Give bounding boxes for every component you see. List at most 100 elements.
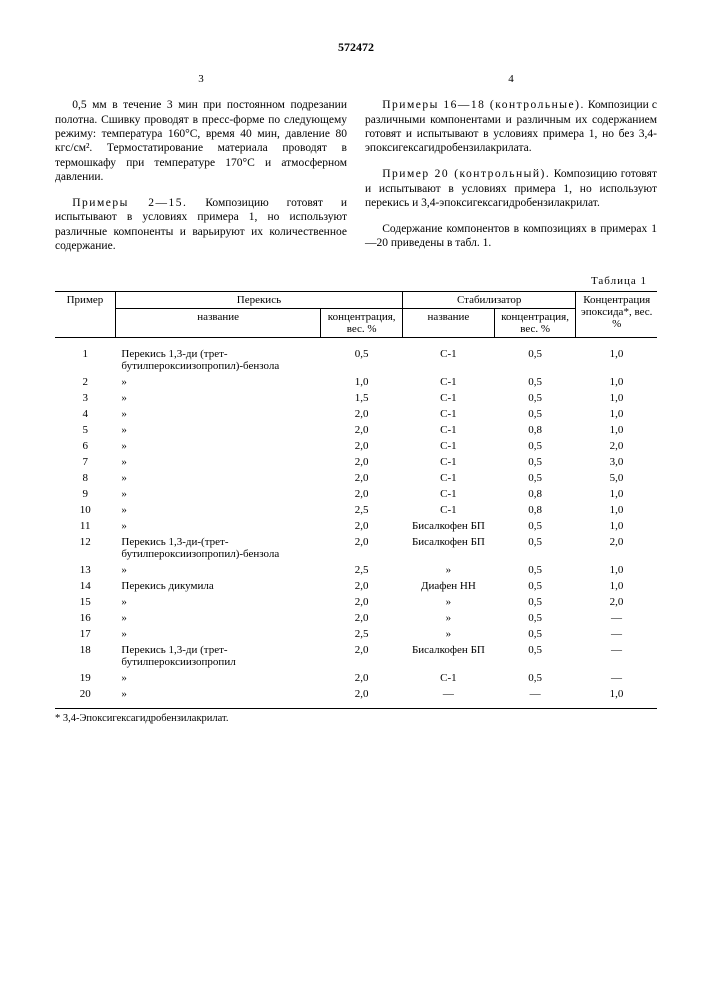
cell-peroxide-conc: 2,0 <box>321 610 403 626</box>
right-column: 4 Примеры 16—18 (контрольные). Композици… <box>365 73 657 265</box>
cell-stabilizer-conc: 0,5 <box>494 626 576 642</box>
cell-peroxide-conc: 2,5 <box>321 502 403 518</box>
table-row: 18Перекись 1,3-ди (трет-бутилпероксиизоп… <box>55 642 657 670</box>
cell-peroxide-name: » <box>115 670 320 686</box>
cell-stabilizer-conc: 0,5 <box>494 470 576 486</box>
cell-epoxide-conc: 3,0 <box>576 454 657 470</box>
cell-epoxide-conc: 1,0 <box>576 390 657 406</box>
cell-example: 8 <box>55 470 115 486</box>
cell-epoxide-conc: 2,0 <box>576 438 657 454</box>
cell-epoxide-conc: — <box>576 610 657 626</box>
header-peroxide: Перекись <box>115 292 402 309</box>
cell-peroxide-conc: 2,0 <box>321 438 403 454</box>
cell-stabilizer-name: » <box>402 610 494 626</box>
cell-stabilizer-conc: 0,5 <box>494 642 576 670</box>
cell-example: 12 <box>55 534 115 562</box>
cell-stabilizer-name: С-1 <box>402 670 494 686</box>
cell-stabilizer-name: » <box>402 626 494 642</box>
cell-stabilizer-name: С-1 <box>402 406 494 422</box>
cell-peroxide-conc: 2,0 <box>321 406 403 422</box>
cell-peroxide-conc: 2,0 <box>321 486 403 502</box>
cell-peroxide-conc: 2,0 <box>321 642 403 670</box>
cell-stabilizer-conc: 0,5 <box>494 562 576 578</box>
cell-epoxide-conc: — <box>576 626 657 642</box>
table-row: 8»2,0С-10,55,0 <box>55 470 657 486</box>
cell-peroxide-name: Перекись 1,3-ди-(трет-бутилпероксиизопро… <box>115 534 320 562</box>
right-paragraph-1: Примеры 16—18 (контрольные). Композиции … <box>365 98 657 156</box>
cell-example: 11 <box>55 518 115 534</box>
cell-example: 16 <box>55 610 115 626</box>
cell-peroxide-name: » <box>115 562 320 578</box>
left-paragraph-2: Примеры 2—15. Композицию готовят и испыт… <box>55 196 347 254</box>
cell-stabilizer-name: — <box>402 686 494 702</box>
cell-example: 5 <box>55 422 115 438</box>
cell-example: 14 <box>55 578 115 594</box>
table-footnote: * 3,4-Эпоксигексагидробензилакрилат. <box>55 708 657 724</box>
right-paragraph-3: Содержание компонентов в композициях в п… <box>365 222 657 251</box>
cell-example: 19 <box>55 670 115 686</box>
cell-peroxide-conc: 2,0 <box>321 454 403 470</box>
cell-peroxide-conc: 2,0 <box>321 470 403 486</box>
cell-peroxide-conc: 2,0 <box>321 534 403 562</box>
cell-epoxide-conc: 1,0 <box>576 338 657 375</box>
cell-epoxide-conc: 5,0 <box>576 470 657 486</box>
table-row: 20»2,0——1,0 <box>55 686 657 702</box>
cell-stabilizer-conc: 0,5 <box>494 594 576 610</box>
cell-epoxide-conc: 1,0 <box>576 562 657 578</box>
cell-stabilizer-conc: — <box>494 686 576 702</box>
header-peroxide-name: название <box>115 309 320 338</box>
cell-stabilizer-name: Диафен НН <box>402 578 494 594</box>
cell-peroxide-conc: 0,5 <box>321 338 403 375</box>
table-row: 4»2,0С-10,51,0 <box>55 406 657 422</box>
table-label: Таблица 1 <box>55 275 647 287</box>
cell-epoxide-conc: 1,0 <box>576 578 657 594</box>
right-col-number: 4 <box>365 73 657 87</box>
table-row: 7»2,0С-10,53,0 <box>55 454 657 470</box>
cell-stabilizer-name: Бисалкофен БП <box>402 534 494 562</box>
cell-peroxide-conc: 2,5 <box>321 562 403 578</box>
cell-stabilizer-name: Бисалкофен БП <box>402 518 494 534</box>
cell-epoxide-conc: 2,0 <box>576 534 657 562</box>
cell-example: 9 <box>55 486 115 502</box>
left-paragraph-1: 0,5 мм в течение 3 мин при постоянном по… <box>55 98 347 184</box>
cell-stabilizer-name: С-1 <box>402 486 494 502</box>
right-paragraph-2: Пример 20 (контрольный). Композицию гото… <box>365 167 657 210</box>
cell-example: 3 <box>55 390 115 406</box>
document-number: 572472 <box>55 40 657 55</box>
cell-example: 2 <box>55 374 115 390</box>
cell-peroxide-name: » <box>115 610 320 626</box>
table-row: 17»2,5»0,5— <box>55 626 657 642</box>
cell-peroxide-name: » <box>115 686 320 702</box>
cell-epoxide-conc: 1,0 <box>576 518 657 534</box>
cell-example: 10 <box>55 502 115 518</box>
table-row: 1Перекись 1,3-ди (трет-бутилпероксиизопр… <box>55 338 657 375</box>
table-row: 9»2,0С-10,81,0 <box>55 486 657 502</box>
header-peroxide-conc: концентрация, вес. % <box>321 309 403 338</box>
cell-peroxide-name: Перекись дикумила <box>115 578 320 594</box>
table-row: 6»2,0С-10,52,0 <box>55 438 657 454</box>
cell-example: 7 <box>55 454 115 470</box>
header-stabilizer: Стабилизатор <box>402 292 575 309</box>
cell-stabilizer-name: С-1 <box>402 502 494 518</box>
cell-stabilizer-conc: 0,5 <box>494 406 576 422</box>
cell-stabilizer-conc: 0,5 <box>494 670 576 686</box>
cell-stabilizer-conc: 0,8 <box>494 422 576 438</box>
cell-stabilizer-name: С-1 <box>402 422 494 438</box>
cell-peroxide-name: » <box>115 502 320 518</box>
cell-stabilizer-name: С-1 <box>402 390 494 406</box>
left-column: 3 0,5 мм в течение 3 мин при постоянном … <box>55 73 347 265</box>
examples-16-18-heading: Примеры 16—18 (контрольные). <box>382 99 585 111</box>
cell-epoxide-conc: — <box>576 670 657 686</box>
cell-peroxide-name: Перекись 1,3-ди (трет-бутилпероксиизопро… <box>115 338 320 375</box>
cell-epoxide-conc: — <box>576 642 657 670</box>
cell-stabilizer-name: С-1 <box>402 438 494 454</box>
cell-epoxide-conc: 2,0 <box>576 594 657 610</box>
cell-peroxide-name: » <box>115 470 320 486</box>
cell-peroxide-name: » <box>115 594 320 610</box>
cell-peroxide-name: » <box>115 406 320 422</box>
cell-peroxide-name: » <box>115 518 320 534</box>
cell-peroxide-conc: 2,0 <box>321 686 403 702</box>
table-row: 10»2,5С-10,81,0 <box>55 502 657 518</box>
cell-stabilizer-conc: 0,5 <box>494 374 576 390</box>
cell-stabilizer-conc: 0,5 <box>494 534 576 562</box>
